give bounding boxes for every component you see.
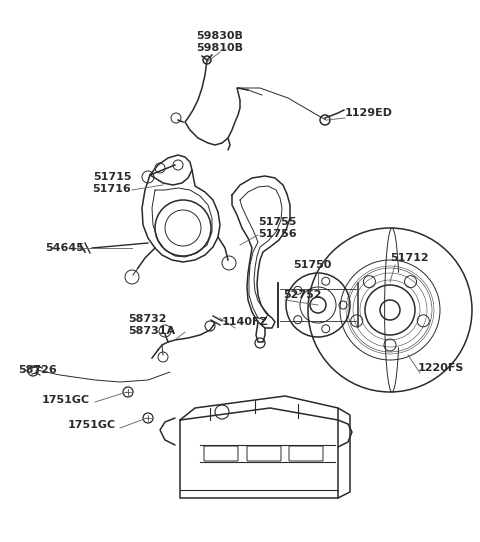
Text: 51750: 51750 <box>293 260 331 270</box>
Text: 1140FZ: 1140FZ <box>222 317 269 327</box>
Text: 1129ED: 1129ED <box>345 108 393 118</box>
Text: 52752: 52752 <box>283 290 322 300</box>
Text: 1751GC: 1751GC <box>42 395 90 405</box>
Text: 58732
58731A: 58732 58731A <box>128 314 175 336</box>
Text: 1220FS: 1220FS <box>418 363 464 373</box>
Text: 51712: 51712 <box>390 253 429 263</box>
Text: 59830B
59810B: 59830B 59810B <box>196 31 243 53</box>
Text: 51755
51756: 51755 51756 <box>258 217 297 239</box>
Text: 1751GC: 1751GC <box>68 420 116 430</box>
Text: 51715
51716: 51715 51716 <box>93 172 132 194</box>
Text: 54645: 54645 <box>45 243 84 253</box>
Text: 58726: 58726 <box>18 365 57 375</box>
